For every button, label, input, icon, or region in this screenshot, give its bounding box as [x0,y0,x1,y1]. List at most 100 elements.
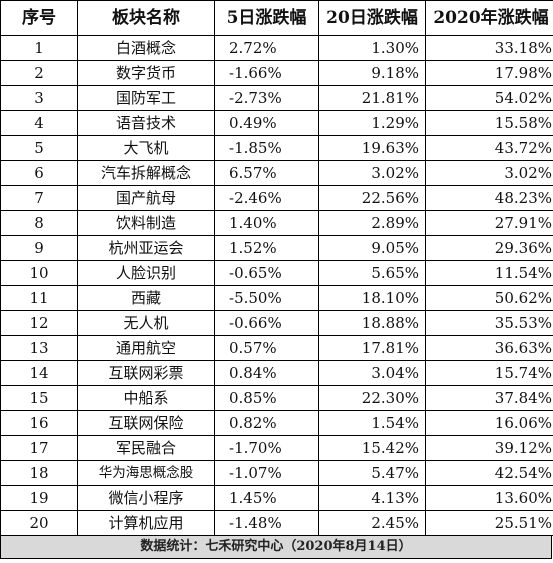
table-row: 9 杭州亚运会 1.52% 9.05% 29.36% [1,236,553,261]
cell-sector-name: 白酒概念 [78,36,215,61]
cell-5day-change: -1.48% [215,511,319,536]
cell-2020-change: 37.84% [426,386,553,411]
cell-5day-change: 6.57% [215,161,319,186]
cell-sector-name: 军民融合 [78,436,215,461]
cell-5day-change: 0.85% [215,386,319,411]
cell-2020-change: 50.62% [426,286,553,311]
cell-index: 5 [1,136,78,161]
cell-index: 7 [1,186,78,211]
cell-2020-change: 11.54% [426,261,553,286]
cell-5day-change: 0.49% [215,111,319,136]
cell-5day-change: 0.82% [215,411,319,436]
header-row: 序号 板块名称 5日涨跌幅 20日涨跌幅 2020年涨跌幅 [1,1,553,36]
cell-5day-change: 1.45% [215,486,319,511]
cell-5day-change: -1.70% [215,436,319,461]
cell-2020-change: 48.23% [426,186,553,211]
table-row: 13 通用航空 0.57% 17.81% 36.63% [1,336,553,361]
cell-index: 20 [1,511,78,536]
cell-20day-change: 22.56% [319,186,426,211]
cell-index: 4 [1,111,78,136]
cell-index: 1 [1,36,78,61]
cell-sector-name: 无人机 [78,311,215,336]
cell-2020-change: 15.74% [426,361,553,386]
cell-20day-change: 2.89% [319,211,426,236]
cell-2020-change: 33.18% [426,36,553,61]
table-row: 18 华为海思概念股 -1.07% 5.47% 42.54% [1,461,553,486]
cell-index: 18 [1,461,78,486]
cell-sector-name: 互联网彩票 [78,361,215,386]
cell-2020-change: 13.60% [426,486,553,511]
cell-index: 12 [1,311,78,336]
cell-2020-change: 35.53% [426,311,553,336]
cell-20day-change: 1.30% [319,36,426,61]
cell-sector-name: 语音技术 [78,111,215,136]
cell-sector-name: 汽车拆解概念 [78,161,215,186]
cell-5day-change: -2.73% [215,86,319,111]
cell-2020-change: 42.54% [426,461,553,486]
table-row: 5 大飞机 -1.85% 19.63% 43.72% [1,136,553,161]
cell-2020-change: 17.98% [426,61,553,86]
data-source-footer: 数据统计：七禾研究中心（2020年8月14日） [0,536,552,559]
cell-5day-change: -5.50% [215,286,319,311]
cell-sector-name: 通用航空 [78,336,215,361]
cell-5day-change: 0.84% [215,361,319,386]
table-row: 8 饮料制造 1.40% 2.89% 27.91% [1,211,553,236]
cell-20day-change: 1.29% [319,111,426,136]
cell-5day-change: -0.66% [215,311,319,336]
table-row: 3 国防军工 -2.73% 21.81% 54.02% [1,86,553,111]
cell-index: 10 [1,261,78,286]
cell-sector-name: 杭州亚运会 [78,236,215,261]
cell-index: 9 [1,236,78,261]
table-row: 4 语音技术 0.49% 1.29% 15.58% [1,111,553,136]
cell-sector-name: 大飞机 [78,136,215,161]
cell-index: 11 [1,286,78,311]
cell-5day-change: -0.65% [215,261,319,286]
cell-5day-change: 2.72% [215,36,319,61]
table-body: 1 白酒概念 2.72% 1.30% 33.18% 2 数字货币 -1.66% 9.18% 17.… [1,36,553,536]
table-row: 7 国产航母 -2.46% 22.56% 48.23% [1,186,553,211]
cell-5day-change: -1.66% [215,61,319,86]
cell-5day-change: 1.40% [215,211,319,236]
table-row: 1 白酒概念 2.72% 1.30% 33.18% [1,36,553,61]
cell-sector-name: 国防军工 [78,86,215,111]
cell-20day-change: 18.88% [319,311,426,336]
cell-index: 15 [1,386,78,411]
table-row: 16 互联网保险 0.82% 1.54% 16.06% [1,411,553,436]
cell-sector-name: 国产航母 [78,186,215,211]
header-2020-change: 2020年涨跌幅 [426,1,553,36]
table-row: 12 无人机 -0.66% 18.88% 35.53% [1,311,553,336]
cell-5day-change: 1.52% [215,236,319,261]
header-5day-change: 5日涨跌幅 [215,1,319,36]
table-row: 11 西藏 -5.50% 18.10% 50.62% [1,286,553,311]
cell-20day-change: 17.81% [319,336,426,361]
cell-sector-name: 数字货币 [78,61,215,86]
cell-5day-change: -2.46% [215,186,319,211]
cell-20day-change: 18.10% [319,286,426,311]
cell-20day-change: 21.81% [319,86,426,111]
table-row: 2 数字货币 -1.66% 9.18% 17.98% [1,61,553,86]
cell-20day-change: 22.30% [319,386,426,411]
cell-sector-name: 互联网保险 [78,411,215,436]
header-index: 序号 [1,1,78,36]
cell-index: 17 [1,436,78,461]
cell-20day-change: 9.18% [319,61,426,86]
cell-20day-change: 4.13% [319,486,426,511]
cell-2020-change: 29.36% [426,236,553,261]
table-row: 19 微信小程序 1.45% 4.13% 13.60% [1,486,553,511]
cell-2020-change: 15.58% [426,111,553,136]
cell-index: 8 [1,211,78,236]
table-row: 6 汽车拆解概念 6.57% 3.02% 3.02% [1,161,553,186]
cell-2020-change: 39.12% [426,436,553,461]
cell-5day-change: 0.57% [215,336,319,361]
cell-2020-change: 36.63% [426,336,553,361]
cell-2020-change: 54.02% [426,86,553,111]
cell-5day-change: -1.07% [215,461,319,486]
cell-20day-change: 5.65% [319,261,426,286]
cell-20day-change: 1.54% [319,411,426,436]
cell-2020-change: 3.02% [426,161,553,186]
cell-20day-change: 15.42% [319,436,426,461]
sector-performance-table: 序号 板块名称 5日涨跌幅 20日涨跌幅 2020年涨跌幅 1 白酒概念 2.72%… [0,0,553,536]
cell-5day-change: -1.85% [215,136,319,161]
cell-index: 14 [1,361,78,386]
